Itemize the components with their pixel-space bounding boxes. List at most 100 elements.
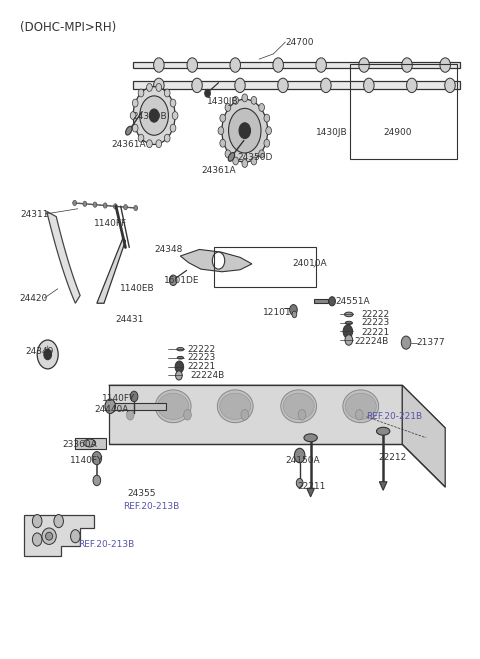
Circle shape xyxy=(130,391,138,402)
Circle shape xyxy=(242,94,248,101)
Ellipse shape xyxy=(187,58,198,72)
Circle shape xyxy=(184,409,192,420)
Text: 1140FY: 1140FY xyxy=(102,394,135,403)
Circle shape xyxy=(138,134,144,142)
Ellipse shape xyxy=(345,312,353,317)
Circle shape xyxy=(264,114,270,122)
Circle shape xyxy=(73,200,77,206)
Circle shape xyxy=(93,202,97,208)
Text: REF.20-213B: REF.20-213B xyxy=(78,540,134,548)
Text: 24348: 24348 xyxy=(154,245,182,254)
Circle shape xyxy=(33,515,42,528)
Circle shape xyxy=(93,475,101,486)
Circle shape xyxy=(138,89,144,97)
Ellipse shape xyxy=(235,78,245,93)
Circle shape xyxy=(146,140,152,148)
Text: (DOHC-MPI>RH): (DOHC-MPI>RH) xyxy=(21,21,117,34)
Circle shape xyxy=(251,157,257,165)
Text: 24349: 24349 xyxy=(25,347,54,356)
Circle shape xyxy=(44,349,51,360)
Ellipse shape xyxy=(42,528,56,544)
Polygon shape xyxy=(106,403,166,409)
Ellipse shape xyxy=(283,393,314,419)
Text: 24311: 24311 xyxy=(21,210,49,219)
Ellipse shape xyxy=(440,58,450,72)
Text: 24900: 24900 xyxy=(383,128,412,137)
Circle shape xyxy=(83,201,87,206)
Circle shape xyxy=(294,448,305,463)
Polygon shape xyxy=(75,438,107,449)
Text: 24355: 24355 xyxy=(128,489,156,498)
Text: 22211: 22211 xyxy=(297,482,325,492)
Circle shape xyxy=(292,311,297,318)
Circle shape xyxy=(259,103,264,111)
Circle shape xyxy=(233,96,239,104)
Ellipse shape xyxy=(304,434,317,442)
Ellipse shape xyxy=(177,357,183,359)
Ellipse shape xyxy=(154,78,164,93)
Bar xyxy=(214,248,316,287)
Ellipse shape xyxy=(445,78,455,93)
Circle shape xyxy=(164,134,170,142)
Circle shape xyxy=(134,206,138,211)
Circle shape xyxy=(218,127,224,134)
Circle shape xyxy=(345,335,353,345)
Text: 24551A: 24551A xyxy=(336,297,370,306)
Text: 22221: 22221 xyxy=(362,328,390,337)
Text: 22223: 22223 xyxy=(188,353,216,362)
Text: 24350D: 24350D xyxy=(238,153,273,162)
Text: 24010A: 24010A xyxy=(292,260,327,268)
Circle shape xyxy=(176,371,182,380)
Text: 1140EB: 1140EB xyxy=(120,284,155,293)
Text: 24440A: 24440A xyxy=(95,405,129,414)
Ellipse shape xyxy=(321,78,331,93)
Text: REF.20-221B: REF.20-221B xyxy=(366,413,422,421)
Ellipse shape xyxy=(345,322,352,325)
Circle shape xyxy=(241,409,249,420)
Ellipse shape xyxy=(345,393,376,419)
Circle shape xyxy=(130,111,136,119)
Ellipse shape xyxy=(343,325,353,338)
Circle shape xyxy=(156,84,162,92)
Polygon shape xyxy=(307,488,314,497)
Circle shape xyxy=(124,204,127,210)
Circle shape xyxy=(259,150,264,158)
Text: 24420: 24420 xyxy=(20,293,48,302)
Text: 1140FF: 1140FF xyxy=(95,219,128,228)
Polygon shape xyxy=(109,386,445,428)
Polygon shape xyxy=(109,386,402,444)
Ellipse shape xyxy=(228,152,235,161)
Ellipse shape xyxy=(402,58,412,72)
Ellipse shape xyxy=(157,393,189,419)
Ellipse shape xyxy=(364,78,374,93)
Text: 1430JB: 1430JB xyxy=(316,128,348,137)
Circle shape xyxy=(156,140,162,148)
Ellipse shape xyxy=(217,390,253,422)
Circle shape xyxy=(92,451,102,465)
Text: 22223: 22223 xyxy=(362,318,390,328)
Circle shape xyxy=(222,99,268,162)
Circle shape xyxy=(132,99,138,107)
Circle shape xyxy=(132,124,138,132)
Circle shape xyxy=(212,252,225,269)
Text: REF.20-213B: REF.20-213B xyxy=(123,502,180,511)
Text: 24361A: 24361A xyxy=(111,140,146,149)
Text: 24431: 24431 xyxy=(115,315,144,324)
Circle shape xyxy=(242,159,248,167)
Text: 22222: 22222 xyxy=(362,310,390,319)
Text: 24370B: 24370B xyxy=(132,112,167,121)
Bar xyxy=(350,64,457,159)
Circle shape xyxy=(251,96,257,104)
Circle shape xyxy=(356,409,363,420)
Text: 1140FY: 1140FY xyxy=(70,456,103,465)
Ellipse shape xyxy=(126,127,132,135)
Circle shape xyxy=(169,275,177,285)
Circle shape xyxy=(140,96,168,135)
Circle shape xyxy=(401,336,411,349)
Text: 22212: 22212 xyxy=(378,453,407,462)
Ellipse shape xyxy=(220,393,251,419)
Polygon shape xyxy=(132,82,459,90)
Polygon shape xyxy=(97,238,125,303)
Ellipse shape xyxy=(192,78,202,93)
Text: 1430JB: 1430JB xyxy=(206,97,238,105)
